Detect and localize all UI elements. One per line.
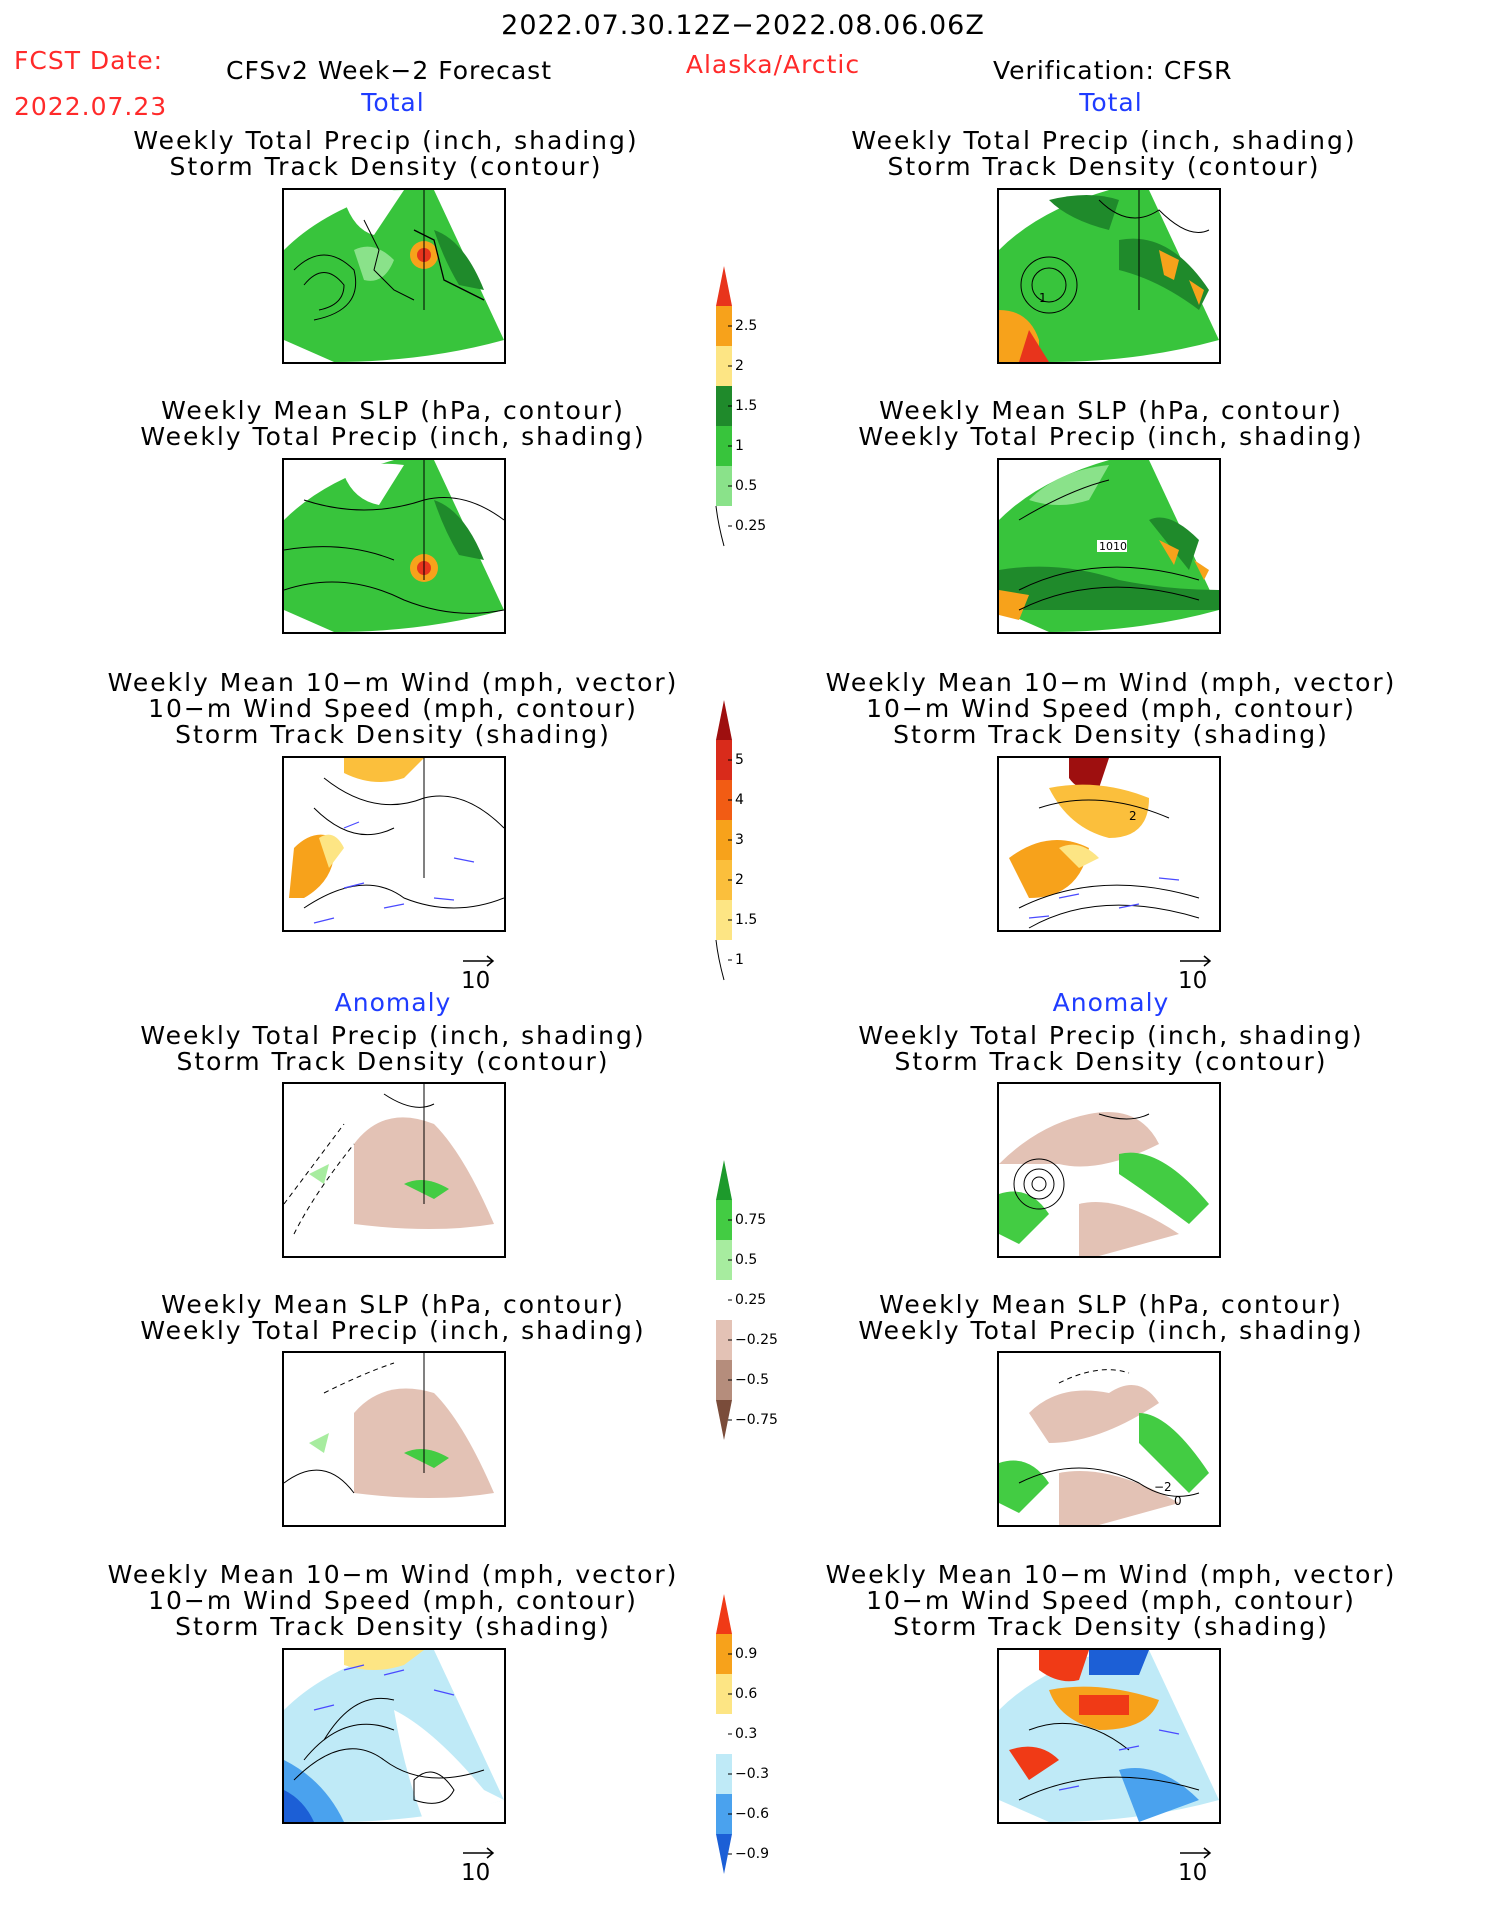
colorbar-top-triangle xyxy=(716,700,732,740)
colorbar-segment xyxy=(716,1794,732,1834)
colorbar-segment xyxy=(716,386,732,426)
map-fcst-total-wind-track xyxy=(282,756,506,932)
obs-anom-slp-contour-label: −2 xyxy=(1154,1480,1172,1494)
colorbar-segment xyxy=(716,1754,732,1794)
colorbar-tick-label: 0.5 xyxy=(735,478,757,494)
title-obs-anom-wind: Weekly Mean 10−m Wind (mph, vector) 10−m … xyxy=(825,1560,1397,1641)
colorbar-tick-label: 0.6 xyxy=(735,1686,757,1702)
map-obs-total-precip-track: 1 xyxy=(997,188,1221,364)
colorbar-segment xyxy=(716,346,732,386)
colorbar-precip-anom-svg: 0.75 0.5 0.25 −0.25 −0.5 −0.75 xyxy=(716,1160,778,1440)
title-obs-total-precip: Weekly Total Precip (inch, shading) Storm… xyxy=(851,126,1357,181)
colorbar-segment xyxy=(716,820,732,860)
colorbar-tick-label: 0.25 xyxy=(735,1292,766,1308)
colorbar-tick-label: −0.6 xyxy=(735,1806,769,1822)
colorbar-tick-label: 2 xyxy=(735,358,744,374)
colorbar-segment xyxy=(716,1320,732,1360)
section-anomaly-right: Anomaly xyxy=(1052,988,1170,1017)
colorbar-track-anom-svg: 0.9 0.6 0.3 −0.3 −0.6 −0.9 xyxy=(716,1594,769,1874)
colorbar-tick-label: 3 xyxy=(735,832,744,848)
colorbar-segment xyxy=(716,1200,732,1240)
colorbar-tick-label: −0.9 xyxy=(735,1846,769,1862)
colorbar-tick-label: 0.5 xyxy=(735,1252,757,1268)
colorbar-tick-label: 0.9 xyxy=(735,1646,757,1662)
map-fcst-total-precip-track xyxy=(282,188,506,364)
map-fcst-anom-slp-precip xyxy=(282,1351,506,1527)
colorbar-segment xyxy=(716,1360,732,1400)
colorbar-tick-label: −0.75 xyxy=(735,1412,778,1428)
colorbar-tick-label: 0.3 xyxy=(735,1726,757,1742)
map-obs-anom-precip-track xyxy=(997,1082,1221,1258)
title-fcst-total-slp: Weekly Mean SLP (hPa, contour) Weekly Tot… xyxy=(140,396,646,451)
colorbar-segment xyxy=(716,900,732,940)
colorbar-segment xyxy=(716,740,732,780)
colorbar-tick-label: 1.5 xyxy=(735,912,757,928)
title-fcst-anom-precip: Weekly Total Precip (inch, shading) Storm… xyxy=(140,1021,646,1076)
map-fcst-anom-wind-track xyxy=(282,1648,506,1824)
colorbar-tick-label: 1 xyxy=(735,952,744,968)
map-obs-anom-slp-precip: −2 0 xyxy=(997,1351,1221,1527)
colorbar-tick-label: 2.5 xyxy=(735,318,757,334)
section-anomaly-left: Anomaly xyxy=(334,988,452,1017)
colorbar-track-total-svg: 5 4 3 2 1.5 1 xyxy=(715,700,757,981)
colorbar-tick-label: 0.25 xyxy=(735,518,766,534)
verification-label: Verification: CFSR xyxy=(993,56,1233,85)
colorbar-bottom-line xyxy=(715,939,725,981)
colorbar-tick-label: −0.3 xyxy=(735,1766,769,1782)
colorbar-bottom-triangle xyxy=(716,1834,732,1874)
colorbar-segment xyxy=(716,306,732,346)
title-fcst-anom-wind: Weekly Mean 10−m Wind (mph, vector) 10−m … xyxy=(107,1560,679,1641)
forecast-name: CFSv2 Week−2 Forecast xyxy=(226,56,552,85)
title-obs-total-slp: Weekly Mean SLP (hPa, contour) Weekly Tot… xyxy=(858,396,1364,451)
region-label: Alaska/Arctic xyxy=(685,50,861,79)
title-fcst-anom-slp: Weekly Mean SLP (hPa, contour) Weekly Tot… xyxy=(140,1290,646,1345)
title-obs-anom-slp: Weekly Mean SLP (hPa, contour) Weekly Tot… xyxy=(858,1290,1364,1345)
title-fcst-total-precip: Weekly Total Precip (inch, shading) Storm… xyxy=(133,126,639,181)
title-obs-anom-precip: Weekly Total Precip (inch, shading) Storm… xyxy=(858,1021,1364,1076)
colorbar-segment xyxy=(716,1714,732,1754)
colorbar-tick-label: −0.25 xyxy=(735,1332,778,1348)
fcst-date-value: 2022.07.23 xyxy=(14,92,168,121)
colorbar-top-triangle xyxy=(716,1160,732,1200)
obs-wind-contour-label: 2 xyxy=(1129,809,1137,823)
map-fcst-total-slp-precip xyxy=(282,458,506,634)
obs-precip-contour-label: 1 xyxy=(1039,291,1047,305)
colorbar-tick-label: 4 xyxy=(735,792,744,808)
colorbar-segment xyxy=(716,426,732,466)
colorbar-segment xyxy=(716,1280,732,1320)
colorbar-precip-anom: 0.75 0.5 0.25 −0.25 −0.5 −0.75 xyxy=(714,1160,794,1450)
colorbar-tick-label: 2 xyxy=(735,872,744,888)
colorbar-precip-total: 2.5 2 1.5 1 0.5 0.25 xyxy=(714,266,794,556)
section-total-right: Total xyxy=(1079,88,1143,117)
map-fcst-anom-precip-track xyxy=(282,1082,506,1258)
colorbar-tick-label: −0.5 xyxy=(735,1372,769,1388)
colorbar-tick-label: 1 xyxy=(735,438,744,454)
title-fcst-total-wind: Weekly Mean 10−m Wind (mph, vector) 10−m … xyxy=(107,668,679,749)
colorbar-segment xyxy=(716,466,732,506)
colorbar-segment xyxy=(716,860,732,900)
period-title: 2022.07.30.12Z−2022.08.06.06Z xyxy=(501,10,985,41)
map-obs-anom-wind-track xyxy=(997,1648,1221,1824)
map-obs-total-slp-precip: 1010 xyxy=(997,458,1221,634)
fcst-date-label: FCST Date: xyxy=(14,46,164,75)
colorbar-track-total: 5 4 3 2 1.5 1 xyxy=(714,700,794,990)
colorbar-track-anom: 0.9 0.6 0.3 −0.3 −0.6 −0.9 xyxy=(714,1594,794,1884)
colorbar-segment xyxy=(716,1634,732,1674)
colorbar-tick-label: 5 xyxy=(735,752,744,768)
colorbar-top-triangle xyxy=(716,266,732,306)
colorbar-bottom-triangle xyxy=(716,1400,732,1440)
colorbar-tick-label: 0.75 xyxy=(735,1212,766,1228)
colorbar-segment xyxy=(716,780,732,820)
colorbar-segment xyxy=(716,1240,732,1280)
colorbar-precip-total-svg: 2.5 2 1.5 1 0.5 0.25 xyxy=(715,266,766,547)
section-total-left: Total xyxy=(361,88,425,117)
colorbar-top-triangle xyxy=(716,1594,732,1634)
obs-anom-slp-zero-label: 0 xyxy=(1174,1494,1182,1508)
colorbar-segment xyxy=(716,1674,732,1714)
colorbar-bottom-line xyxy=(715,505,725,547)
map-obs-total-wind-track: 2 xyxy=(997,756,1221,932)
title-obs-total-wind: Weekly Mean 10−m Wind (mph, vector) 10−m … xyxy=(825,668,1397,749)
obs-slp-contour-label: 1010 xyxy=(1099,540,1127,553)
colorbar-tick-label: 1.5 xyxy=(735,398,757,414)
